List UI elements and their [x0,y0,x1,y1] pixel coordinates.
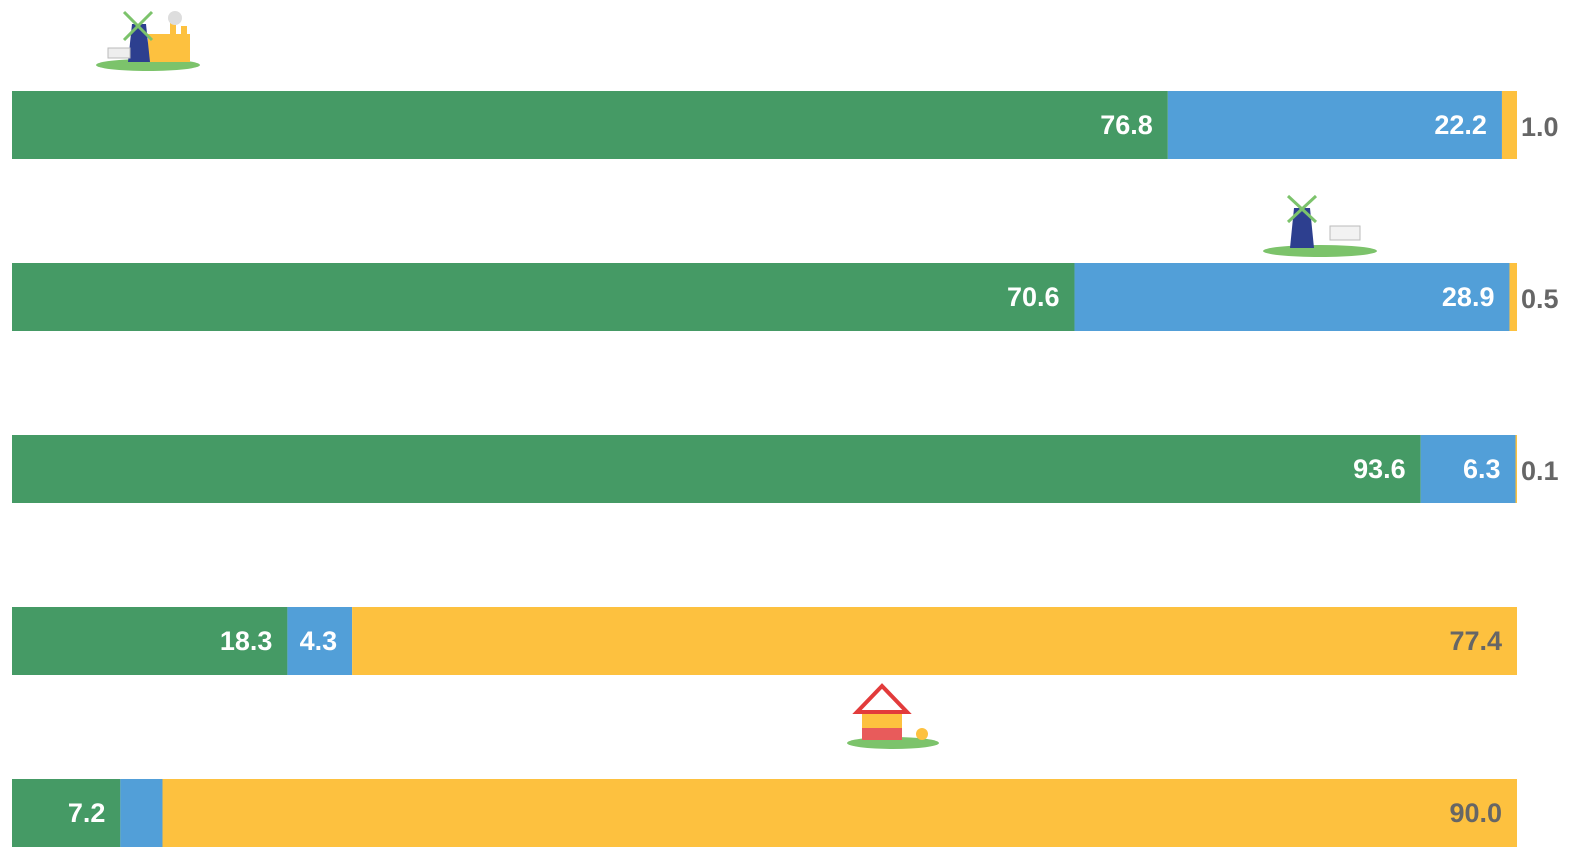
value-label: 90.0 [1449,798,1502,828]
value-label: 70.6 [1007,282,1060,312]
value-label: 28.9 [1442,282,1495,312]
value-label: 1.0 [1521,112,1559,142]
bar-segment [287,607,353,675]
bar-segment [1509,263,1517,331]
bar-segment [1515,435,1517,503]
bar-segment [12,91,1168,159]
bar-segment [12,779,121,847]
value-label: 77.4 [1449,626,1502,656]
icon-farm-factory [96,10,200,71]
bar-segment [162,779,1517,847]
value-label: 6.3 [1463,454,1501,484]
value-label: 22.2 [1434,110,1487,140]
value-label: 4.3 [300,626,338,656]
bar-segment [12,607,288,675]
bar-segment [1074,263,1510,331]
icon-house [847,683,939,749]
value-label: 0.5 [1521,284,1559,314]
bar-segment [352,607,1517,675]
value-label: 18.3 [220,626,273,656]
bar-segment [12,263,1075,331]
bar-segment [1167,91,1502,159]
value-label: 76.8 [1100,110,1153,140]
bar-segment [1420,435,1516,503]
bar-segment [120,779,163,847]
value-label: 93.6 [1353,454,1406,484]
bar-segment [12,435,1421,503]
value-label: 7.2 [68,798,106,828]
value-label: 0.1 [1521,456,1559,486]
bar-segment [1501,91,1517,159]
icon-farm [1263,194,1377,257]
